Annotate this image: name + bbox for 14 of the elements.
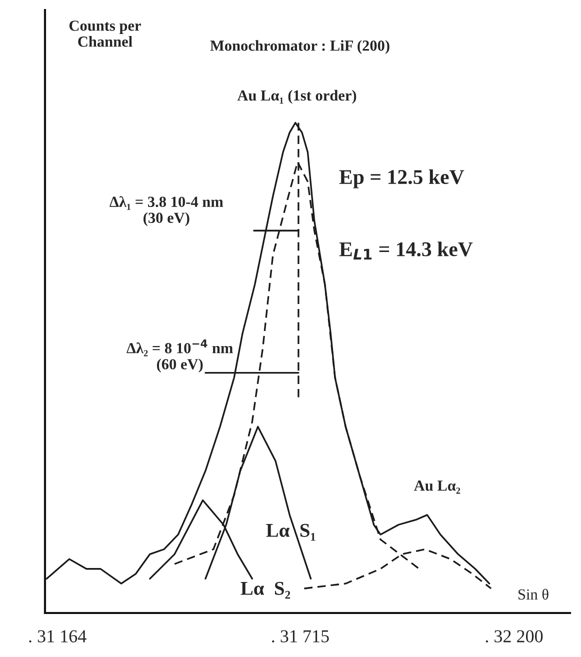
annotation: E$_{L1}$ = 14.3 keV [339,242,473,260]
x-tick-label: . 32 200 [486,630,543,642]
annotation: Δλ₁ = 3.8 10-4 nm (30 eV) [110,196,224,226]
annotation: Δλ₂ = 8 10$^{−4}$ nm (60 eV) [126,340,233,373]
x-tick-label: . 31 164 [29,630,86,642]
chart-title: Monochromator : LiF (200) [210,40,390,54]
text: Au Lα₁ (1st order) [237,90,356,104]
annotation: Ep = 12.5 keV [339,169,464,188]
x-axis-title: Sin θ [518,588,548,600]
annotation: Au Lα₂ [414,480,460,494]
y-axis-title: Counts per Channel [69,20,141,47]
x-tick-label: . 31 715 [272,630,329,642]
annotation: Lα S₂ [240,582,290,599]
annotation: Lα S₁ [266,524,316,541]
